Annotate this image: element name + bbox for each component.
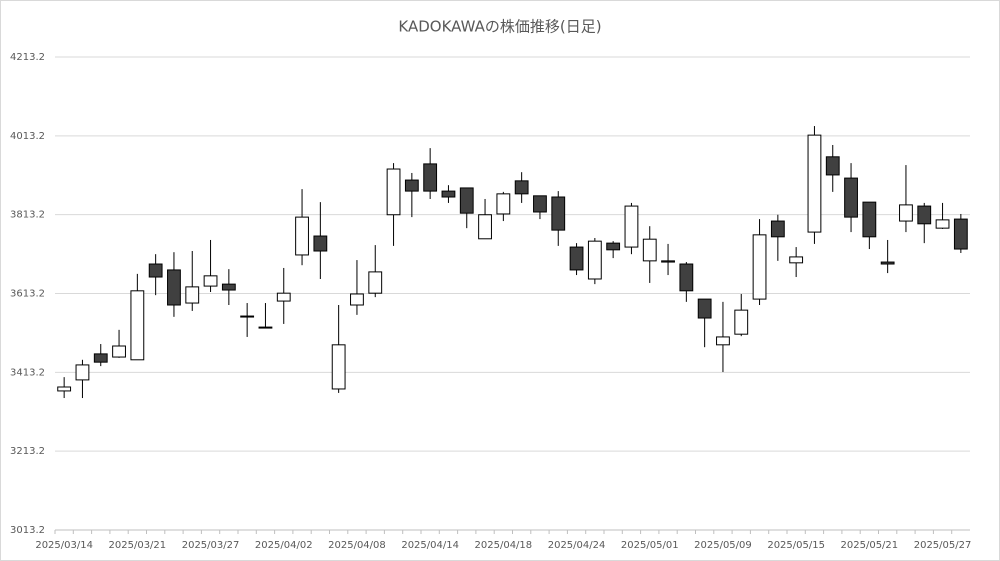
candle-body xyxy=(441,190,456,198)
candle-body xyxy=(368,271,383,294)
candle-body xyxy=(148,263,163,278)
candle-body xyxy=(642,238,657,262)
candle-body xyxy=(203,275,218,287)
candle-body xyxy=(935,219,950,229)
candle-body xyxy=(697,298,712,319)
candle-body xyxy=(789,256,804,264)
candle-body xyxy=(770,220,785,238)
candle-body xyxy=(606,242,621,251)
x-tick-label: 2025/05/27 xyxy=(914,540,972,551)
candle-body xyxy=(917,205,932,225)
y-tick-label: 4013.2 xyxy=(10,131,45,142)
x-tick-label: 2025/05/15 xyxy=(767,540,825,551)
candle-body xyxy=(514,180,529,195)
candle-body xyxy=(953,218,968,250)
candle-body xyxy=(240,315,255,318)
candle-body xyxy=(496,193,511,215)
x-tick-label: 2025/05/09 xyxy=(694,540,752,551)
candle-body xyxy=(899,204,913,222)
y-tick-label: 4213.2 xyxy=(10,52,45,63)
candle-body xyxy=(569,246,584,271)
chart-title: KADOKAWAの株価推移(日足) xyxy=(398,18,601,36)
x-tick-label: 2025/05/21 xyxy=(841,540,899,551)
x-tick-label: 2025/03/27 xyxy=(182,540,240,551)
candle-body xyxy=(185,286,200,304)
candle-body xyxy=(679,263,694,292)
x-tick-label: 2025/03/21 xyxy=(109,540,167,551)
candle-body xyxy=(880,261,895,265)
candle-body xyxy=(624,205,639,248)
y-tick-label: 3613.2 xyxy=(10,289,45,300)
candle-body xyxy=(587,240,602,280)
x-tick-label: 2025/04/24 xyxy=(548,540,606,551)
candle-body xyxy=(258,326,273,329)
x-tick-label: 2025/05/01 xyxy=(621,540,679,551)
candle-body xyxy=(167,269,181,306)
candle-body xyxy=(313,235,328,252)
candle-body xyxy=(295,216,309,256)
candle-body xyxy=(112,345,126,358)
x-tick-label: 2025/04/02 xyxy=(255,540,313,551)
candle-body xyxy=(533,195,547,213)
candle-body xyxy=(752,234,767,300)
candle-body xyxy=(661,260,675,263)
candle-body xyxy=(551,196,566,231)
candle-body xyxy=(331,344,346,390)
candle-body xyxy=(93,353,108,363)
candle-body xyxy=(57,386,72,392)
x-tick-label: 2025/03/14 xyxy=(35,540,93,551)
candle-body xyxy=(221,283,236,291)
y-tick-label: 3013.2 xyxy=(10,525,45,536)
candle-body xyxy=(386,168,401,216)
candle-body xyxy=(825,156,840,176)
candle-body xyxy=(404,179,419,192)
candle-body xyxy=(478,214,492,240)
candle-body xyxy=(716,336,730,346)
candle-body xyxy=(423,163,438,192)
x-tick-label: 2025/04/14 xyxy=(401,540,459,551)
x-tick-label: 2025/04/18 xyxy=(475,540,533,551)
candle-body xyxy=(862,201,877,238)
candle-body xyxy=(75,364,90,381)
candle-body xyxy=(459,187,474,214)
candle-body xyxy=(350,293,364,306)
x-tick-label: 2025/04/08 xyxy=(328,540,386,551)
candle-body xyxy=(807,134,822,233)
candle-body xyxy=(844,177,858,218)
y-tick-label: 3413.2 xyxy=(10,367,45,378)
y-tick-label: 3213.2 xyxy=(10,446,45,457)
candle-body xyxy=(276,292,291,302)
candle-body xyxy=(130,290,145,361)
y-tick-label: 3813.2 xyxy=(10,210,45,221)
candle-body xyxy=(734,309,749,335)
